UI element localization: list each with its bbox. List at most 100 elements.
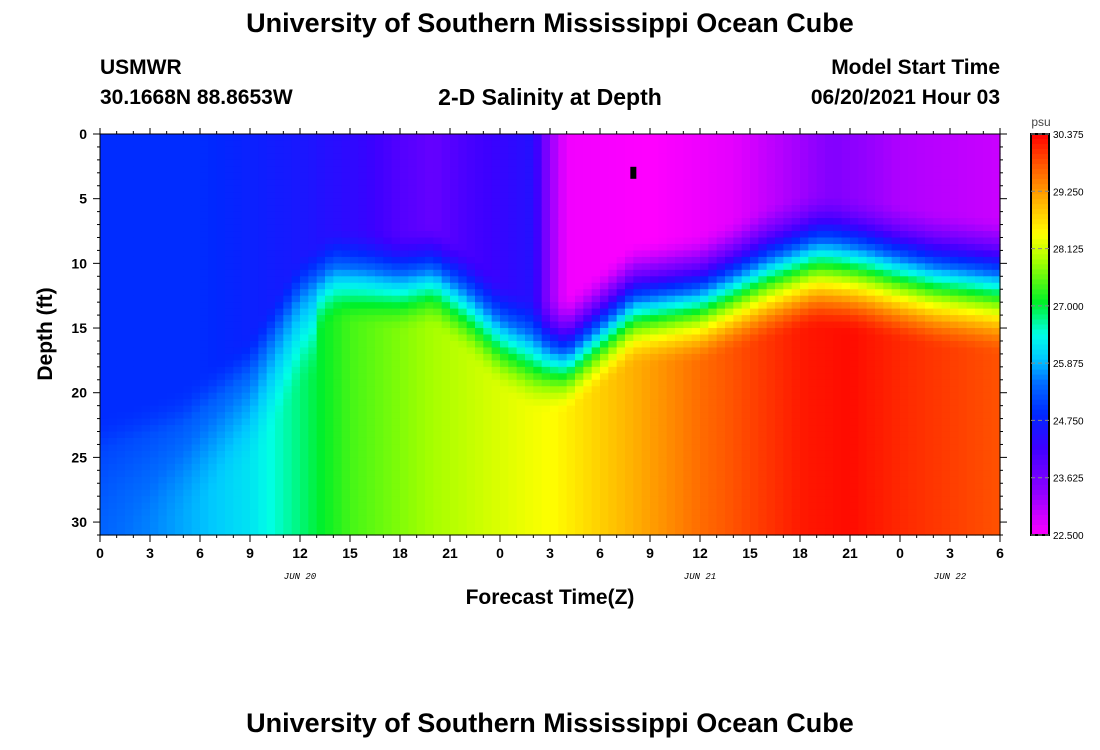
heat-cell [508, 172, 518, 180]
heat-cell [166, 134, 176, 142]
heat-cell [583, 172, 593, 180]
heat-cell [525, 328, 534, 336]
heat-cell [250, 289, 259, 297]
heat-cell [225, 192, 234, 200]
heat-cell [350, 450, 359, 458]
heat-cell [425, 289, 434, 297]
heat-cell [750, 522, 759, 530]
heat-cell [633, 198, 643, 206]
heat-cell [433, 347, 443, 355]
heat-cell [433, 412, 443, 420]
heat-cell [475, 399, 484, 407]
heat-cell [375, 496, 384, 504]
heat-cell [466, 450, 476, 458]
heat-cell [175, 140, 184, 148]
heat-cell [416, 198, 426, 206]
heat-cell [283, 502, 293, 510]
heat-cell [425, 379, 434, 387]
heat-cell [108, 450, 118, 458]
heat-cell [466, 347, 476, 355]
heat-cell [366, 437, 376, 446]
heat-cell [416, 353, 426, 361]
heat-cell [533, 328, 543, 336]
heat-cell [100, 425, 109, 433]
heat-cell [741, 450, 751, 458]
heat-cell [466, 302, 476, 310]
heat-cell [341, 470, 351, 478]
heat-cell [416, 172, 426, 180]
heat-cell [700, 321, 709, 329]
heat-cell [308, 146, 318, 155]
heat-cell [266, 198, 276, 206]
heat-cell [100, 353, 109, 361]
heat-cell [700, 146, 709, 155]
heat-cell [458, 418, 468, 426]
heat-cell [650, 302, 659, 310]
heat-cell [241, 159, 251, 167]
heat-cell [633, 522, 643, 530]
heat-cell [150, 405, 159, 413]
heat-cell [441, 308, 451, 316]
heat-cell [475, 243, 484, 252]
heat-cell [550, 444, 559, 452]
heat-cell [616, 489, 626, 497]
heat-cell [500, 522, 509, 530]
heat-cell [616, 457, 626, 465]
heat-cell [758, 347, 768, 355]
heat-cell [150, 179, 159, 187]
heat-cell [166, 340, 176, 349]
heat-cell [216, 399, 226, 407]
heat-cell [708, 528, 718, 536]
heat-cell [533, 386, 543, 394]
heat-cell [700, 509, 709, 517]
heat-cell [700, 418, 709, 426]
heat-cell [508, 340, 518, 349]
heat-cell [466, 218, 476, 226]
heat-cell [641, 328, 651, 336]
heat-cell [258, 489, 268, 497]
heat-cell [558, 211, 568, 219]
heat-cell [416, 328, 426, 336]
heat-cell [441, 405, 451, 413]
heat-cell [525, 496, 534, 504]
heat-cell [133, 515, 143, 523]
heat-cell [608, 140, 618, 148]
heat-cell [191, 425, 201, 433]
heat-cell [766, 243, 776, 252]
heat-cell [216, 509, 226, 517]
heat-cell [450, 231, 459, 239]
heat-cell [175, 205, 184, 213]
heat-cell [441, 153, 451, 161]
heat-cell [108, 263, 118, 271]
heat-cell [208, 379, 218, 387]
heat-cell [683, 166, 693, 174]
heat-cell [358, 315, 368, 323]
heat-cell [450, 159, 459, 167]
heat-cell [266, 360, 276, 368]
heat-cell [616, 321, 626, 329]
heat-cell [633, 360, 643, 368]
heat-cell [416, 308, 426, 316]
heat-cell [250, 140, 259, 148]
heat-cell [533, 250, 543, 258]
heat-cell [408, 373, 418, 381]
heat-cell [741, 237, 751, 245]
heat-cell [325, 192, 334, 200]
heat-cell [458, 412, 468, 420]
heat-cell [650, 450, 659, 458]
heat-cell [666, 515, 676, 523]
heat-cell [541, 528, 551, 536]
heat-cell [633, 386, 643, 394]
heat-cell [158, 269, 168, 277]
heat-cell [441, 282, 451, 290]
heat-cell [708, 237, 718, 245]
heat-cell [116, 366, 126, 374]
heat-cell [175, 366, 184, 374]
heat-cell [416, 269, 426, 277]
heat-cell [666, 522, 676, 530]
heat-cell [491, 315, 501, 323]
heat-cell [258, 496, 268, 504]
heat-cell [208, 373, 218, 381]
heat-cell [408, 134, 418, 142]
heat-cell [483, 353, 493, 361]
